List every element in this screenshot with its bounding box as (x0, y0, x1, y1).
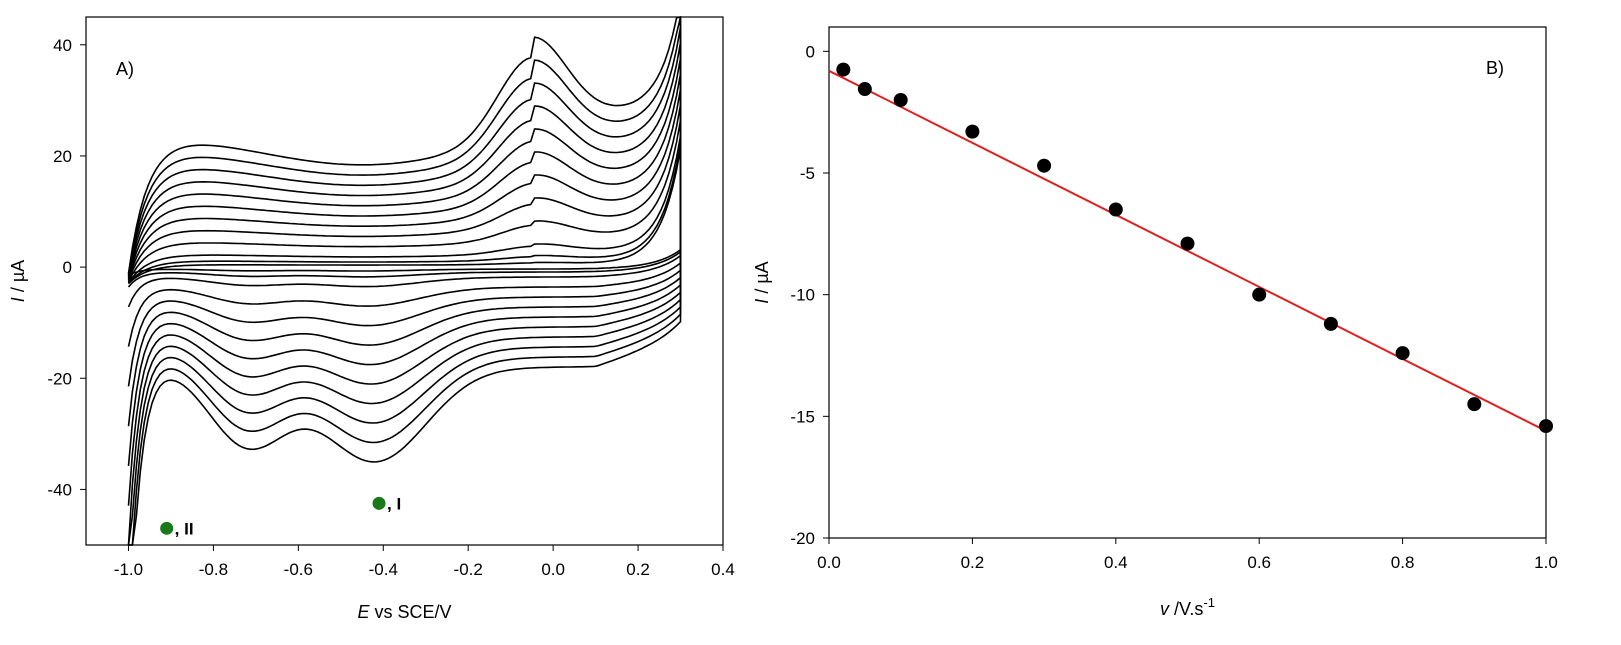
data-point (1467, 397, 1482, 412)
green-marker-icon (160, 521, 174, 535)
y-tick-label: -20 (47, 369, 72, 388)
data-point (965, 124, 980, 139)
panel-b-scan-rate-plot: 0.0 0.2 0.4 0.6 0.8 1.0 -20 -15 -10 -5 0 B) v /V.s-1… (752, 26, 1558, 619)
y-axis-title-text: / µA (752, 261, 772, 298)
y-tick-label: 0 (806, 42, 815, 61)
panel-label: A) (116, 59, 134, 79)
y-tick-label: -15 (790, 407, 815, 426)
y-axis-title-symbol: I (752, 299, 772, 304)
data-point (893, 93, 908, 107)
data-point (1108, 202, 1123, 217)
x-axis-title-text: /V.s (1169, 599, 1203, 619)
data-point (1252, 287, 1267, 302)
x-tick-label: 0.4 (711, 560, 735, 579)
x-axis-title-superscript: -1 (1203, 595, 1215, 610)
cv-curve (127, 42, 682, 546)
x-tick-label: 0.8 (1391, 553, 1415, 572)
x-axis-title-symbol: E (357, 602, 370, 622)
x-tick-label: 0.2 (626, 560, 650, 579)
fit-line (828, 69, 1547, 432)
x-tick-label: 0.4 (1104, 553, 1128, 572)
data-point (1180, 236, 1195, 251)
data-point (1395, 346, 1410, 361)
y-tick-label: 0 (63, 258, 72, 277)
x-axis-title-text: vs SCE/V (369, 602, 451, 622)
x-tick-label: -0.2 (454, 560, 483, 579)
x-tick-label: 1.0 (1534, 553, 1558, 572)
x-tick-label: 0.6 (1247, 553, 1271, 572)
y-tick-label: -10 (790, 286, 815, 305)
panel-a-cyclic-voltammogram: -1.0 -0.8 -0.6 -0.4 -0.2 0.0 0.2 0.4 -40 -20 0 20 40… (8, 16, 735, 622)
y-tick-label: -20 (790, 529, 815, 548)
y-tick-label: 40 (53, 36, 72, 55)
x-tick-label: -0.4 (369, 560, 398, 579)
y-axis-title: I / µA (752, 261, 772, 303)
y-tick-label: -5 (800, 164, 815, 183)
x-tick-label: 0.0 (817, 553, 841, 572)
y-tick-label: 20 (53, 147, 72, 166)
panel-label: B) (1486, 58, 1504, 78)
x-axis-title-symbol: v (1160, 599, 1170, 619)
cv-curve (127, 148, 682, 285)
green-marker-icon (372, 496, 386, 510)
cv-curve (127, 16, 682, 546)
data-point (1323, 316, 1338, 331)
y-axis-title-text: / µA (8, 260, 28, 297)
plot-frame (828, 26, 1547, 539)
data-point (836, 62, 851, 77)
x-tick-label: -1.0 (114, 560, 143, 579)
y-axis-title-symbol: I (8, 297, 28, 302)
plot-frame (85, 16, 724, 546)
y-tick-label: -40 (47, 480, 72, 499)
cv-curve (127, 16, 682, 546)
data-point (857, 82, 872, 97)
y-axis-title: I / µA (8, 260, 28, 302)
x-tick-label: -0.6 (284, 560, 313, 579)
marker-label: , II (175, 519, 194, 538)
x-axis-title: E vs SCE/V (357, 602, 451, 622)
marker-label: , I (387, 494, 401, 513)
x-tick-label: 0.2 (961, 553, 985, 572)
x-axis-title: v /V.s-1 (1160, 595, 1215, 619)
x-tick-label: -0.8 (199, 560, 228, 579)
data-point (1539, 419, 1553, 434)
data-point (1037, 158, 1052, 173)
x-tick-label: 0.0 (541, 560, 565, 579)
